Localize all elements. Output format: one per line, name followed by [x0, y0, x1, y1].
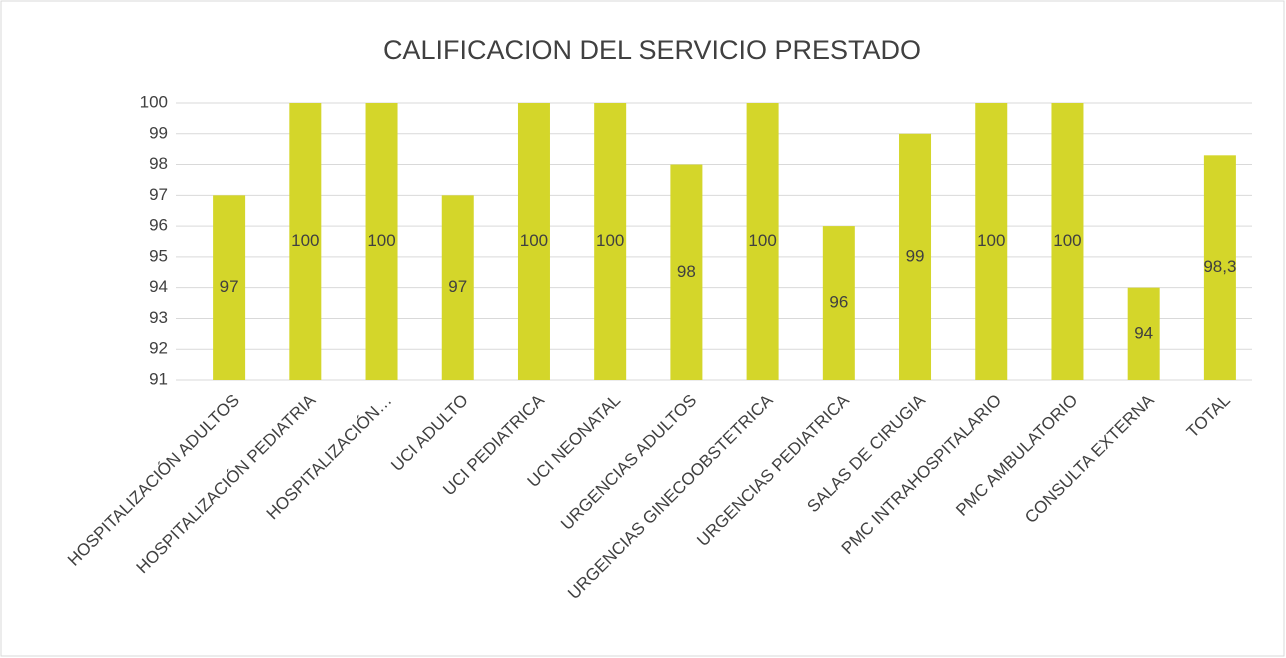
bar: [441, 195, 474, 380]
data-label: 97: [448, 277, 467, 296]
y-tick-label: 96: [149, 216, 168, 235]
data-label: 98,3: [1203, 257, 1236, 276]
bar: [1127, 287, 1160, 380]
data-label: 100: [520, 231, 548, 250]
bar: [975, 103, 1008, 380]
bar: [899, 133, 932, 380]
y-tick-label: 98: [149, 154, 168, 173]
bar: [213, 195, 246, 380]
bar: [1203, 155, 1236, 380]
data-label: 99: [906, 246, 925, 265]
bar: [365, 103, 398, 380]
data-label: 100: [291, 231, 319, 250]
chart-title: CALIFICACION DEL SERVICIO PRESTADO: [383, 35, 921, 65]
bar: [746, 103, 779, 380]
data-label: 100: [748, 231, 776, 250]
y-tick-label: 97: [149, 185, 168, 204]
data-label: 100: [596, 231, 624, 250]
data-label: 100: [1053, 231, 1081, 250]
y-tick-label: 93: [149, 308, 168, 327]
data-label: 100: [367, 231, 395, 250]
data-label: 100: [977, 231, 1005, 250]
y-tick-label: 91: [149, 369, 168, 388]
bar: [1051, 103, 1084, 380]
data-label: 96: [829, 293, 848, 312]
bar: [517, 103, 550, 380]
data-label: 98: [677, 262, 696, 281]
bar: [822, 226, 855, 380]
y-tick-label: 100: [140, 92, 168, 111]
data-label: 94: [1134, 323, 1153, 342]
y-tick-label: 99: [149, 123, 168, 142]
y-tick-label: 95: [149, 246, 168, 265]
data-label: 97: [220, 277, 239, 296]
bar: [594, 103, 627, 380]
y-tick-label: 94: [149, 277, 168, 296]
bar: [289, 103, 322, 380]
y-tick-label: 92: [149, 339, 168, 358]
bar: [670, 164, 703, 380]
